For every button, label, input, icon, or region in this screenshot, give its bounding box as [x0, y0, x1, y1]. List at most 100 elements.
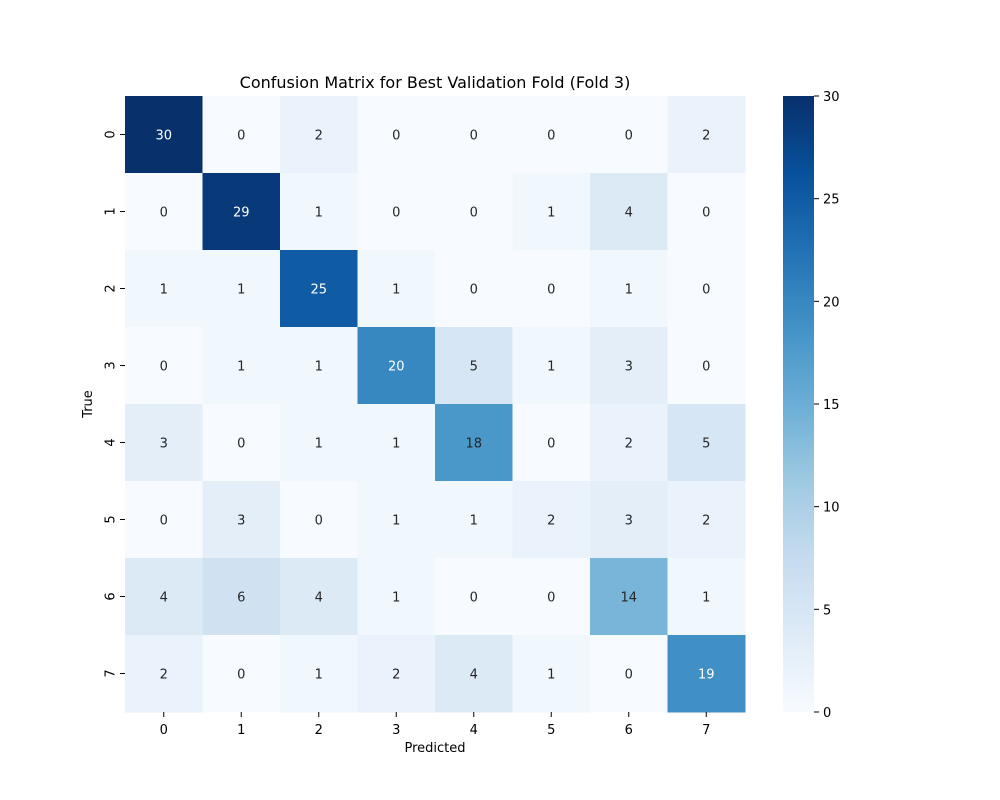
x-axis-label: Predicted: [404, 741, 465, 756]
heatmap-cell-r4-c2: [280, 404, 358, 482]
heatmap-cell-r3-c3: [357, 327, 436, 405]
heatmap-cell-r1-c3: [357, 173, 436, 251]
heatmap-cell-label-r6-c1: 6: [237, 591, 245, 606]
chart-title: Confusion Matrix for Best Validation Fol…: [240, 73, 631, 92]
heatmap-cell-label-r4-c7: 5: [702, 437, 710, 452]
heatmap-cell-r5-c5: [512, 481, 591, 559]
heatmap-cell-label-r4-c6: 2: [625, 437, 633, 452]
heatmap-cell-label-r7-c6: 0: [625, 668, 633, 683]
heatmap-cell-label-r1-c2: 1: [315, 206, 323, 221]
heatmap-cell-r3-c0: [125, 327, 203, 405]
heatmap-cell-r1-c0: [125, 173, 203, 251]
x-tick-label-5: 5: [547, 723, 555, 738]
heatmap-cell-label-r6-c0: 4: [160, 591, 168, 606]
x-tick-label-4: 4: [470, 723, 478, 738]
colorbar-tick-label-5: 25: [823, 193, 840, 208]
colorbar-tick-label-1: 5: [823, 603, 831, 618]
heatmap-cell-r6-c0: [125, 558, 203, 636]
heatmap-cell-label-r7-c2: 1: [315, 668, 323, 683]
heatmap-cell-r0-c7: [667, 96, 746, 174]
heatmap-cell-label-r4-c1: 0: [237, 437, 245, 452]
heatmap-cell-label-r4-c2: 1: [315, 437, 323, 452]
heatmap-cell-label-r7-c1: 0: [237, 668, 245, 683]
heatmap-cell-r7-c0: [125, 635, 203, 713]
heatmap-cell-label-r1-c5: 1: [547, 206, 555, 221]
y-tick-label-3: 3: [104, 361, 119, 369]
heatmap-cell-r7-c6: [590, 635, 668, 713]
heatmap-cell-r3-c2: [280, 327, 358, 405]
heatmap-cell-label-r4-c0: 3: [160, 437, 168, 452]
heatmap-cell-r2-c6: [590, 250, 668, 328]
heatmap-cell-label-r3-c4: 5: [470, 360, 478, 375]
heatmap-cell-r0-c3: [357, 96, 436, 174]
heatmap-cell-label-r6-c3: 1: [392, 591, 400, 606]
heatmap-cell-r4-c7: [667, 404, 746, 482]
heatmap-cell-r4-c5: [512, 404, 591, 482]
heatmap-cell-r1-c7: [667, 173, 746, 251]
x-tick-label-0: 0: [160, 723, 168, 738]
heatmap-cell-r6-c2: [280, 558, 358, 636]
heatmap-cell-r7-c2: [280, 635, 358, 713]
heatmap-cell-label-r3-c7: 0: [702, 360, 710, 375]
y-axis-label: True: [81, 390, 96, 419]
heatmap-cell-label-r0-c4: 0: [470, 129, 478, 144]
heatmap-cell-label-r2-c6: 1: [625, 283, 633, 298]
heatmap-cell-r0-c6: [590, 96, 668, 174]
heatmap-cell-r2-c7: [667, 250, 746, 328]
heatmap-cell-r7-c3: [357, 635, 436, 713]
colorbar-ticks: 0 5 10 15 20 25 30: [814, 90, 840, 721]
heatmap-cell-label-r1-c7: 0: [702, 206, 710, 221]
heatmap-cell-r2-c5: [512, 250, 591, 328]
heatmap-cell-r2-c3: [357, 250, 436, 328]
heatmap-cell-label-r6-c4: 0: [470, 591, 478, 606]
heatmap-cell-r3-c1: [202, 327, 281, 405]
heatmap-cell-r6-c3: [357, 558, 436, 636]
heatmap-cell-r4-c3: [357, 404, 436, 482]
y-tick-label-0: 0: [104, 130, 119, 138]
heatmap-cell-labels: 30 0 2 0 0 0 0 20 29 1 0 0 1 4 01 1 25 1 0 0 1 00 1 1 20 5 1 3 03 0 1 1…: [155, 129, 714, 683]
heatmap-cell-r7-c5: [512, 635, 591, 713]
heatmap-cell-r4-c1: [202, 404, 281, 482]
heatmap-cell-r0-c5: [512, 96, 591, 174]
colorbar: [783, 96, 814, 712]
y-tick-label-7: 7: [104, 669, 119, 677]
heatmap-cell-r3-c7: [667, 327, 746, 405]
y-tick-label-6: 6: [104, 592, 119, 600]
heatmap-cell-r6-c5: [512, 558, 591, 636]
y-tick-label-2: 2: [104, 284, 119, 292]
heatmap-cell-r5-c7: [667, 481, 746, 559]
heatmap-cell-label-r1-c0: 0: [160, 206, 168, 221]
heatmap-cell-label-r2-c2: 25: [310, 283, 327, 298]
heatmap-cell-label-r7-c7: 19: [698, 668, 715, 683]
heatmap-cell-r0-c0: [125, 96, 203, 174]
heatmap-cell-label-r6-c5: 0: [547, 591, 555, 606]
heatmap-cell-r4-c6: [590, 404, 668, 482]
heatmap-cell-r5-c3: [357, 481, 436, 559]
heatmap-cell-label-r4-c3: 1: [392, 437, 400, 452]
heatmap-cell-r1-c5: [512, 173, 591, 251]
heatmap-cell-r4-c0: [125, 404, 203, 482]
heatmap-cell-label-r1-c1: 29: [233, 206, 250, 221]
x-tick-label-1: 1: [237, 723, 245, 738]
heatmap-cell-label-r0-c6: 0: [625, 129, 633, 144]
heatmap-cell-label-r0-c1: 0: [237, 129, 245, 144]
x-tick-label-6: 6: [625, 723, 633, 738]
heatmap-cell-r3-c6: [590, 327, 668, 405]
heatmap-cell-label-r5-c4: 1: [470, 514, 478, 529]
heatmap-cell-r2-c0: [125, 250, 203, 328]
heatmap-cell-r6-c6: [590, 558, 668, 636]
heatmap-cell-r0-c4: [435, 96, 513, 174]
heatmap-cell-label-r7-c3: 2: [392, 668, 400, 683]
heatmap-cell-label-r5-c1: 3: [237, 514, 245, 529]
heatmap-cell-r3-c4: [435, 327, 513, 405]
heatmap-cell-label-r6-c6: 14: [620, 591, 637, 606]
heatmap-cell-r1-c6: [590, 173, 668, 251]
heatmap-cell-label-r0-c2: 2: [315, 129, 323, 144]
y-tick-label-1: 1: [104, 207, 119, 215]
heatmap-cell-label-r7-c4: 4: [470, 668, 478, 683]
heatmap-cell-r5-c0: [125, 481, 203, 559]
heatmap-cell-r7-c7: [667, 635, 746, 713]
heatmap-cell-label-r5-c7: 2: [702, 514, 710, 529]
heatmap-cell-r0-c1: [202, 96, 281, 174]
y-axis-ticks: 0 1 2 3 4 5 6 7: [104, 130, 125, 678]
